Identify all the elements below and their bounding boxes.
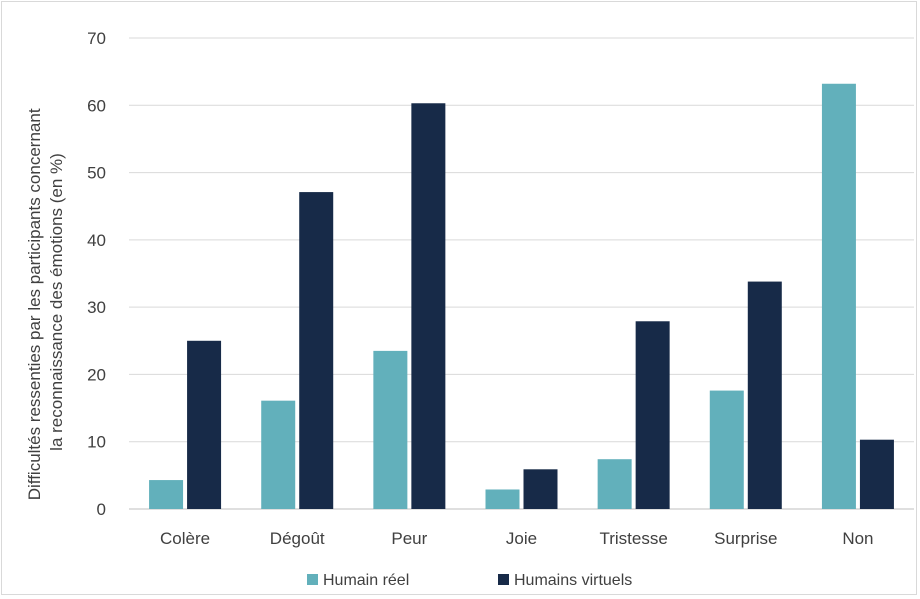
bar-humains-virtuels — [187, 340, 222, 509]
bar-humain-reel — [149, 480, 184, 509]
x-tick-label: Dégoût — [270, 529, 325, 548]
y-axis-title-line-1: Difficultés ressenties par les participa… — [25, 108, 44, 500]
x-tick-label: Surprise — [714, 529, 777, 548]
legend-swatch — [498, 574, 509, 585]
y-axis-title: Difficultés ressenties par les participa… — [25, 104, 66, 501]
bar-humain-reel — [597, 459, 632, 509]
x-tick-label: Non — [842, 529, 873, 548]
x-tick-label: Colère — [160, 529, 210, 548]
bar-humains-virtuels — [747, 281, 782, 509]
y-tick-label: 20 — [87, 365, 106, 384]
y-tick-label: 50 — [87, 164, 106, 183]
x-tick-label: Tristesse — [599, 529, 667, 548]
bar-humain-reel — [261, 400, 296, 509]
x-axis-ticks: Colère Dégoût Peur Joie Tristesse Surprise Non — [160, 529, 873, 548]
bar-humain-reel — [709, 390, 744, 509]
y-tick-label: 40 — [87, 231, 106, 250]
bar-humain-reel — [821, 83, 856, 510]
bars — [149, 83, 894, 510]
legend: Humain réel Humains virtuels — [307, 572, 632, 589]
legend-swatch — [307, 574, 318, 585]
y-axis-ticks: 0 10 20 30 40 50 60 70 — [87, 29, 106, 519]
bar-humains-virtuels — [411, 103, 446, 509]
y-tick-label: 60 — [87, 96, 106, 115]
legend-label: Humain réel — [323, 572, 409, 589]
y-tick-label: 0 — [97, 500, 106, 519]
bar-humains-virtuels — [859, 439, 894, 509]
gridlines — [129, 37, 914, 510]
y-tick-label: 10 — [87, 433, 106, 452]
legend-label: Humains virtuels — [514, 572, 632, 589]
y-tick-label: 70 — [87, 29, 106, 48]
bar-humain-reel — [373, 350, 408, 509]
bar-humains-virtuels — [523, 469, 558, 509]
y-axis-title-line-2: la reconnaissance des émotions (en %) — [47, 153, 66, 451]
bar-humains-virtuels — [635, 321, 670, 509]
bar-humains-virtuels — [299, 192, 334, 509]
bar-humain-reel — [485, 489, 520, 509]
y-tick-label: 30 — [87, 298, 106, 317]
x-tick-label: Joie — [506, 529, 537, 548]
x-tick-label: Peur — [391, 529, 427, 548]
